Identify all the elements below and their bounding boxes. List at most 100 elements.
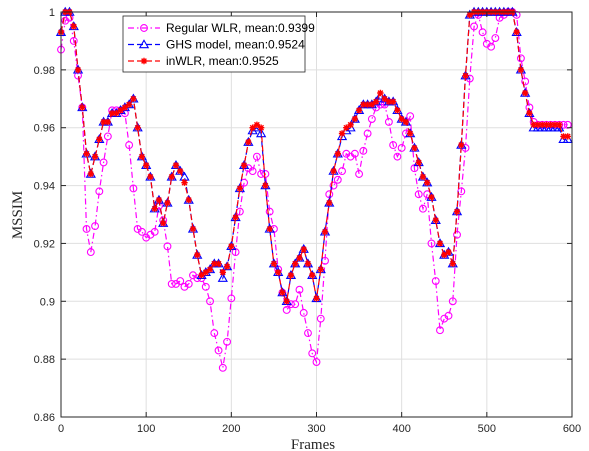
- data-point: [513, 29, 520, 36]
- data-point: [313, 295, 320, 302]
- data-point: [130, 95, 137, 102]
- data-point: [384, 117, 393, 126]
- data-point: [351, 115, 359, 123]
- data-point: [326, 199, 333, 207]
- data-point: [470, 22, 479, 31]
- data-point: [291, 300, 300, 309]
- data-point: [214, 346, 223, 355]
- data-point: [487, 42, 496, 51]
- data-point: [338, 130, 346, 137]
- data-point: [70, 23, 77, 30]
- data-point: [385, 98, 393, 105]
- data-point: [516, 54, 525, 63]
- series-layer: [55, 6, 573, 372]
- data-point: [316, 314, 325, 323]
- data-point: [556, 121, 563, 129]
- data-point: [206, 297, 214, 306]
- data-point: [521, 77, 530, 86]
- y-tick-label: 1: [49, 7, 55, 19]
- data-point: [210, 329, 219, 338]
- x-tick-label: 0: [58, 423, 64, 435]
- data-point: [167, 279, 176, 288]
- x-tick-label: 200: [222, 423, 240, 435]
- data-point: [189, 225, 197, 233]
- data-point: [240, 162, 248, 169]
- data-point: [261, 170, 270, 178]
- data-point: [415, 159, 422, 166]
- data-point: [411, 144, 418, 152]
- data-point: [99, 158, 108, 167]
- data-point: [478, 28, 487, 37]
- data-point: [309, 272, 316, 279]
- data-point: [257, 124, 265, 131]
- data-point: [163, 242, 172, 251]
- data-point: [150, 227, 159, 236]
- data-point: [108, 110, 116, 117]
- data-point: [321, 228, 329, 236]
- data-point: [431, 277, 440, 285]
- legend: Regular WLR, mean:0.9399 GHS model, mean:…: [122, 15, 315, 73]
- data-point: [198, 272, 205, 279]
- data-point: [517, 66, 525, 74]
- series-line: [60, 11, 568, 304]
- data-point: [551, 121, 559, 129]
- data-point: [160, 219, 167, 227]
- data-point: [236, 185, 244, 192]
- data-point: [296, 254, 303, 262]
- data-point: [219, 269, 227, 276]
- data-point: [95, 187, 104, 196]
- data-point: [526, 110, 533, 117]
- data-point: [82, 225, 91, 233]
- series-line: [60, 11, 568, 368]
- legend-marker: [140, 57, 148, 65]
- data-point: [432, 217, 439, 224]
- data-point: [448, 297, 457, 306]
- data-point: [333, 175, 342, 184]
- x-tick-label: 100: [137, 423, 155, 435]
- data-point: [134, 124, 141, 131]
- data-point: [445, 248, 452, 256]
- data-point: [185, 196, 192, 204]
- data-point: [308, 349, 317, 358]
- grid: [60, 11, 573, 418]
- data-point: [449, 260, 456, 267]
- data-point: [283, 298, 290, 305]
- data-point: [330, 167, 337, 175]
- data-point: [538, 121, 546, 129]
- data-point: [543, 121, 550, 129]
- data-point: [564, 133, 571, 140]
- data-point: [428, 193, 435, 201]
- data-point: [252, 152, 261, 161]
- data-point: [74, 66, 82, 74]
- data-point: [547, 121, 554, 129]
- data-point: [177, 167, 184, 175]
- x-tick-label: 400: [392, 423, 410, 435]
- y-tick-label: 0.86: [34, 412, 55, 424]
- data-point: [317, 266, 324, 273]
- data-point: [419, 173, 427, 181]
- data-point: [168, 173, 175, 181]
- data-point: [299, 308, 308, 317]
- data-point: [96, 136, 103, 143]
- data-point: [347, 121, 354, 129]
- data-point: [147, 173, 154, 181]
- data-point: [350, 149, 359, 158]
- data-point: [389, 141, 398, 150]
- data-point: [343, 124, 350, 131]
- data-point: [530, 121, 537, 129]
- data-point: [113, 110, 120, 117]
- data-point: [367, 115, 376, 123]
- y-axis-label: MSSIM: [10, 191, 26, 239]
- data-point: [69, 36, 78, 45]
- data-point: [300, 246, 307, 253]
- data-point: [436, 326, 444, 335]
- y-tick-label: 0.96: [34, 123, 55, 135]
- data-point: [377, 89, 384, 97]
- data-point: [462, 72, 469, 79]
- data-point: [453, 230, 461, 239]
- legend-marker: [138, 39, 150, 49]
- y-tick-label: 0.9: [40, 296, 55, 308]
- data-point: [83, 150, 90, 157]
- data-point: [201, 282, 210, 291]
- data-point: [414, 190, 423, 199]
